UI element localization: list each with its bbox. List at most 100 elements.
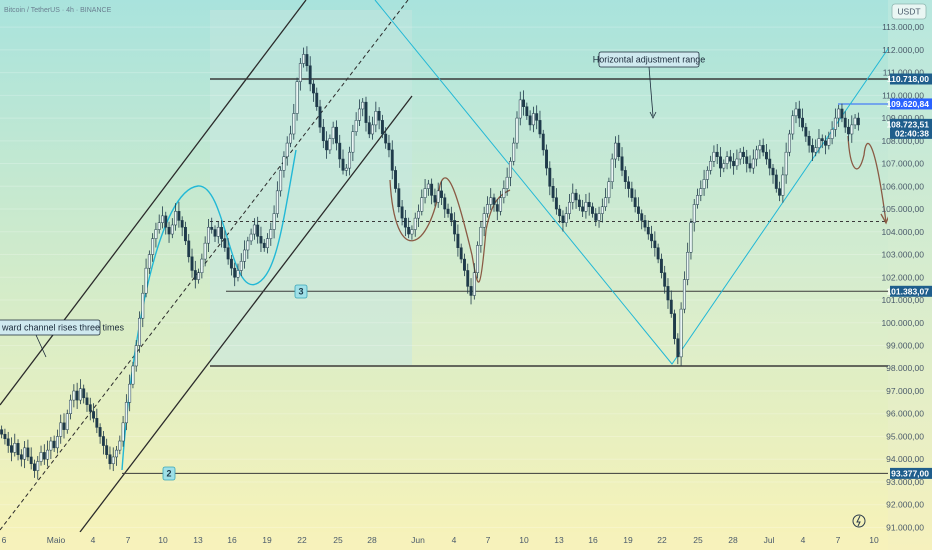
candle-body: [371, 124, 375, 135]
replay-icon[interactable]: [852, 514, 866, 528]
candle-body: [413, 217, 417, 230]
candle: [715, 143, 719, 165]
candle-body: [321, 126, 325, 142]
candle: [781, 166, 785, 203]
candle-body: [351, 131, 355, 153]
candle-body: [262, 242, 266, 248]
candle: [607, 177, 611, 204]
candle-body: [479, 226, 483, 246]
candle-body: [699, 188, 703, 196]
candle-body: [318, 106, 322, 128]
candle-body: [538, 120, 542, 135]
candle-body: [105, 445, 109, 455]
candle: [367, 115, 371, 139]
range-label-text: Horizontal adjustment range: [593, 55, 706, 65]
candle-body: [558, 208, 562, 217]
candle-body: [325, 140, 329, 151]
symbol-title: Bitcoin / TetherUS · 4h · BINANCE: [4, 7, 112, 14]
candle-body: [384, 133, 388, 144]
candle-body: [33, 463, 36, 471]
candle: [830, 121, 834, 145]
candle-body: [686, 252, 690, 280]
triangle-projection: [374, 0, 891, 365]
candle: [101, 431, 105, 455]
candle-body: [23, 447, 27, 460]
candle: [193, 260, 197, 289]
y-tick-label: 102.000,00: [881, 272, 924, 282]
candle-body: [426, 183, 430, 189]
candle-body: [568, 201, 571, 214]
currency-badge[interactable]: USDT: [891, 3, 927, 20]
wave-tag-3-bg: [294, 284, 308, 299]
candle: [312, 79, 315, 102]
candle: [52, 435, 56, 452]
candle: [3, 428, 7, 445]
candle-body: [840, 108, 844, 119]
candle: [262, 239, 266, 252]
candle-body: [541, 133, 545, 151]
candle: [712, 145, 716, 167]
range-label-arrowhead: [649, 111, 657, 119]
channel-label-text: ward channel rises three times: [1, 323, 125, 333]
candle-body: [128, 383, 132, 403]
candle-body: [758, 145, 762, 151]
price-tag: 93.377,00: [890, 467, 932, 479]
candle: [810, 138, 814, 162]
candle: [6, 431, 10, 453]
candle: [735, 149, 739, 170]
candle-body: [669, 299, 673, 314]
candle: [387, 134, 391, 158]
candle-body: [229, 258, 233, 269]
candle-body: [410, 229, 414, 235]
candle-body: [561, 215, 565, 223]
candle: [768, 149, 772, 176]
candle-body: [728, 156, 732, 162]
price-axis-background: [888, 0, 932, 550]
candle-body: [279, 170, 283, 192]
candle: [187, 234, 191, 263]
candle-body: [118, 440, 122, 451]
candle: [482, 206, 486, 237]
candle-body: [266, 238, 269, 248]
x-tick-label: 19: [262, 535, 272, 545]
candle: [472, 263, 476, 300]
candle-body: [361, 101, 365, 110]
candle-body: [3, 433, 7, 440]
candle-body: [134, 345, 138, 367]
candle-body: [354, 120, 358, 132]
candle-body: [571, 192, 575, 203]
candle: [508, 157, 512, 187]
candle: [197, 268, 201, 284]
candle: [679, 302, 683, 366]
candle-body: [574, 192, 578, 201]
candle-body: [331, 126, 335, 139]
x-tick-label: 4: [801, 535, 806, 545]
y-tick-label: 110.000,00: [882, 90, 924, 100]
candle: [850, 115, 854, 143]
price-axis[interactable]: 113.000,00 112.000,00 111.000,00 110.000,00…: [881, 22, 932, 532]
candle: [587, 192, 591, 216]
time-axis[interactable]: 6 Maio 4 7 10 13 16 19 22 25 28 Jun 4 7 10 13 16 19 22 25 28…: [2, 535, 879, 545]
candle: [610, 153, 614, 190]
candle: [351, 124, 355, 162]
price-tag-countdown: 02:40:38: [895, 128, 929, 138]
candle: [561, 210, 565, 232]
candle: [430, 178, 434, 205]
candle-body: [78, 388, 82, 401]
candle-body: [659, 258, 663, 273]
candle: [321, 118, 325, 149]
candle-body: [666, 286, 670, 301]
candle: [469, 278, 473, 305]
candle: [699, 180, 703, 202]
range-label-pointer: [648, 66, 654, 117]
candle: [269, 222, 273, 246]
candle-body: [249, 233, 253, 242]
wave-tag-2-text: 2: [166, 469, 171, 479]
candle: [646, 220, 650, 240]
candle-body: [13, 443, 17, 453]
candle: [659, 253, 663, 279]
candle-body: [689, 222, 693, 253]
candle-body: [69, 399, 73, 414]
